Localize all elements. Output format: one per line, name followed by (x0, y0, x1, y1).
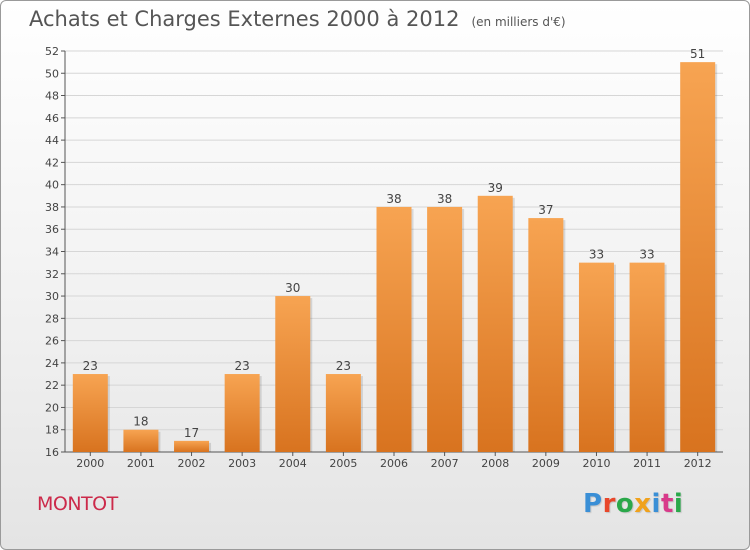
y-tick-label: 42 (45, 156, 59, 169)
y-tick-label: 50 (45, 67, 59, 80)
y-tick-label: 38 (45, 201, 59, 214)
bar-2001 (123, 429, 159, 452)
x-tick-label: 2000 (76, 457, 104, 470)
bars (72, 62, 718, 453)
x-tick-label: 2008 (481, 457, 509, 470)
logo-letter: i (673, 489, 684, 519)
y-tick-label: 24 (45, 357, 59, 370)
data-label: 23 (83, 359, 98, 373)
y-tick-label: 30 (45, 290, 59, 303)
data-label: 18 (133, 415, 148, 429)
y-tick-label: 52 (45, 45, 59, 58)
bar-2003 (224, 374, 260, 452)
x-tick-label: 2010 (582, 457, 610, 470)
x-tick-label: 2011 (633, 457, 661, 470)
y-tick-label: 36 (45, 223, 59, 236)
bar-2011 (629, 262, 665, 452)
y-tick-label: 18 (45, 424, 59, 437)
data-label: 33 (639, 248, 654, 262)
x-tick-label: 2009 (532, 457, 560, 470)
y-tick-label: 46 (45, 112, 59, 125)
y-tick-label: 34 (45, 246, 59, 259)
proxiti-logo: Proxiti (583, 489, 683, 519)
data-label: 51 (690, 47, 705, 61)
x-tick-label: 2007 (431, 457, 459, 470)
x-tick-label: 2012 (684, 457, 712, 470)
bar-2004 (275, 296, 311, 452)
data-label: 17 (184, 426, 199, 440)
logo-letter: i (651, 489, 661, 519)
town-name: MONTOT (37, 493, 118, 515)
y-tick-label: 32 (45, 268, 59, 281)
logo-letter: P (583, 489, 603, 519)
bar-2010 (578, 262, 614, 452)
x-tick-label: 2006 (380, 457, 408, 470)
y-tick-label: 26 (45, 335, 59, 348)
bar-2009 (528, 218, 564, 452)
chart-title: Achats et Charges Externes 2000 à 2012 (e… (29, 7, 566, 31)
data-label: 23 (235, 359, 250, 373)
y-tick-label: 28 (45, 312, 59, 325)
x-tick-label: 2005 (329, 457, 357, 470)
labels: 16 18 20 22 24 26 28 30 32 34 36 38 40 42 44 46 48 50 52 20… (45, 45, 712, 470)
bar-2000 (72, 374, 108, 452)
y-tick-label: 22 (45, 379, 59, 392)
logo-letter: o (615, 489, 635, 519)
data-label: 37 (538, 203, 553, 217)
bar-2007 (427, 206, 463, 452)
x-tick-label: 2002 (178, 457, 206, 470)
logo-letter: t (660, 489, 674, 519)
data-label: 30 (285, 281, 300, 295)
data-label: 23 (336, 359, 351, 373)
logo-letter: r (602, 489, 616, 519)
data-label: 38 (437, 192, 452, 206)
y-tick-label: 48 (45, 90, 59, 103)
bar-2012 (680, 62, 716, 453)
y-tick-label: 40 (45, 179, 59, 192)
bar-2002 (174, 440, 210, 452)
bar-2008 (477, 195, 513, 453)
bar-2006 (376, 206, 412, 452)
data-label: 33 (589, 248, 604, 262)
x-tick-label: 2004 (279, 457, 307, 470)
x-tick-label: 2003 (228, 457, 256, 470)
y-tick-label: 16 (45, 446, 59, 459)
y-tick-label: 20 (45, 401, 59, 414)
logo-letter: x (634, 489, 652, 519)
chart-subtitle: (en milliers d'€) (471, 15, 566, 29)
bar-2005 (325, 374, 361, 452)
data-label: 39 (488, 181, 503, 195)
chart-title-text: Achats et Charges Externes 2000 à 2012 (29, 7, 460, 31)
x-tick-label: 2001 (127, 457, 155, 470)
y-tick-label: 44 (45, 134, 59, 147)
data-label: 38 (386, 192, 401, 206)
